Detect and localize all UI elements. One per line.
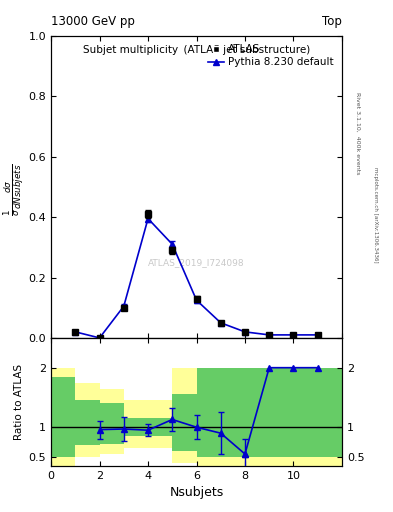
Bar bbox=[172, 394, 196, 451]
Bar bbox=[99, 389, 124, 454]
Bar bbox=[99, 403, 124, 444]
Text: Subjet multiplicity  (ATLAS jet substructure): Subjet multiplicity (ATLAS jet substruct… bbox=[83, 45, 310, 55]
Bar bbox=[221, 368, 245, 466]
Bar bbox=[172, 368, 196, 463]
Text: Top: Top bbox=[322, 15, 342, 28]
Text: Rivet 3.1.10,  400k events: Rivet 3.1.10, 400k events bbox=[355, 92, 360, 175]
Bar bbox=[51, 377, 75, 457]
Bar bbox=[221, 368, 245, 457]
Bar bbox=[75, 400, 99, 445]
Bar bbox=[196, 368, 221, 457]
Bar bbox=[124, 400, 172, 448]
Text: ATLAS_2019_I724098: ATLAS_2019_I724098 bbox=[148, 258, 245, 267]
Text: $\frac{1}{\sigma}\frac{d\sigma}{dNsubjets}$: $\frac{1}{\sigma}\frac{d\sigma}{dNsubjet… bbox=[2, 163, 26, 216]
Bar bbox=[124, 418, 172, 436]
Text: mcplots.cern.ch [arXiv:1306.3436]: mcplots.cern.ch [arXiv:1306.3436] bbox=[373, 167, 378, 263]
Bar bbox=[75, 382, 99, 457]
Y-axis label: Ratio to ATLAS: Ratio to ATLAS bbox=[15, 364, 24, 440]
Text: 13000 GeV pp: 13000 GeV pp bbox=[51, 15, 135, 28]
Bar bbox=[245, 368, 342, 457]
Bar bbox=[245, 368, 342, 466]
Bar bbox=[196, 368, 221, 466]
X-axis label: Nsubjets: Nsubjets bbox=[169, 486, 224, 499]
Legend: ATLAS, Pythia 8.230 default: ATLAS, Pythia 8.230 default bbox=[205, 41, 337, 71]
Bar bbox=[51, 368, 75, 466]
